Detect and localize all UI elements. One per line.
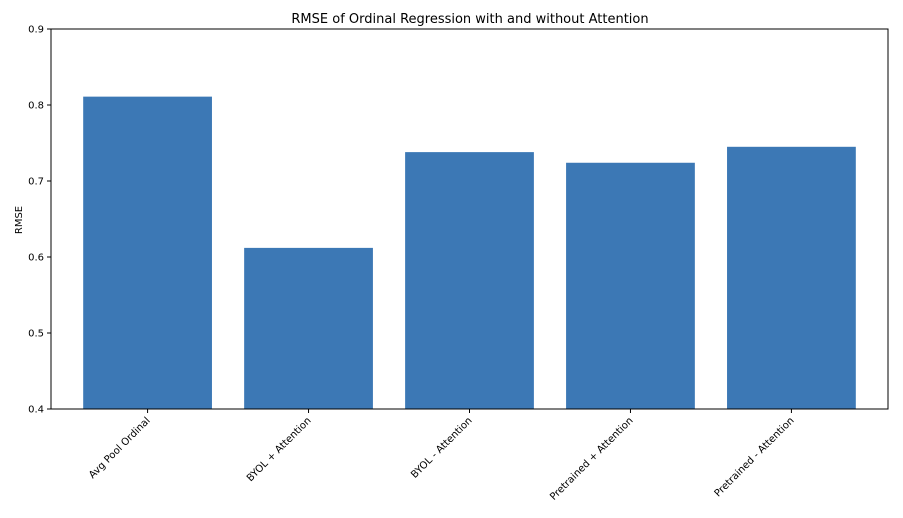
bar-4: [727, 146, 856, 410]
x-tick-label-3: Pretrained + Attention: [548, 415, 635, 502]
chart-title: RMSE of Ordinal Regression with and with…: [291, 12, 648, 27]
bar-1: [244, 247, 373, 409]
bar-2: [405, 152, 534, 409]
y-tick-label-0: 0.4: [28, 405, 44, 416]
y-axis-label: RMSE: [14, 206, 25, 234]
bar-0: [83, 96, 212, 409]
bars-group: [83, 96, 856, 410]
y-axis: 0.4 0.5 0.6 0.7 0.8 0.9: [28, 25, 51, 416]
y-tick-label-1: 0.5: [28, 329, 44, 340]
x-tick-label-0: Avg Pool Ordinal: [87, 415, 153, 481]
y-tick-label-4: 0.8: [28, 101, 44, 112]
plot-frame: [50, 28, 889, 410]
y-tick-label-3: 0.7: [28, 177, 44, 188]
y-tick-label-2: 0.6: [28, 253, 44, 264]
bar-3: [566, 162, 695, 409]
x-tick-label-4: Pretrained - Attention: [713, 415, 797, 499]
y-tick-label-5: 0.9: [28, 25, 44, 36]
x-tick-label-2: BYOL - Attention: [409, 415, 474, 480]
x-axis: Avg Pool Ordinal BYOL + Attention BYOL - A…: [87, 409, 797, 503]
x-tick-label-1: BYOL + Attention: [245, 415, 314, 484]
